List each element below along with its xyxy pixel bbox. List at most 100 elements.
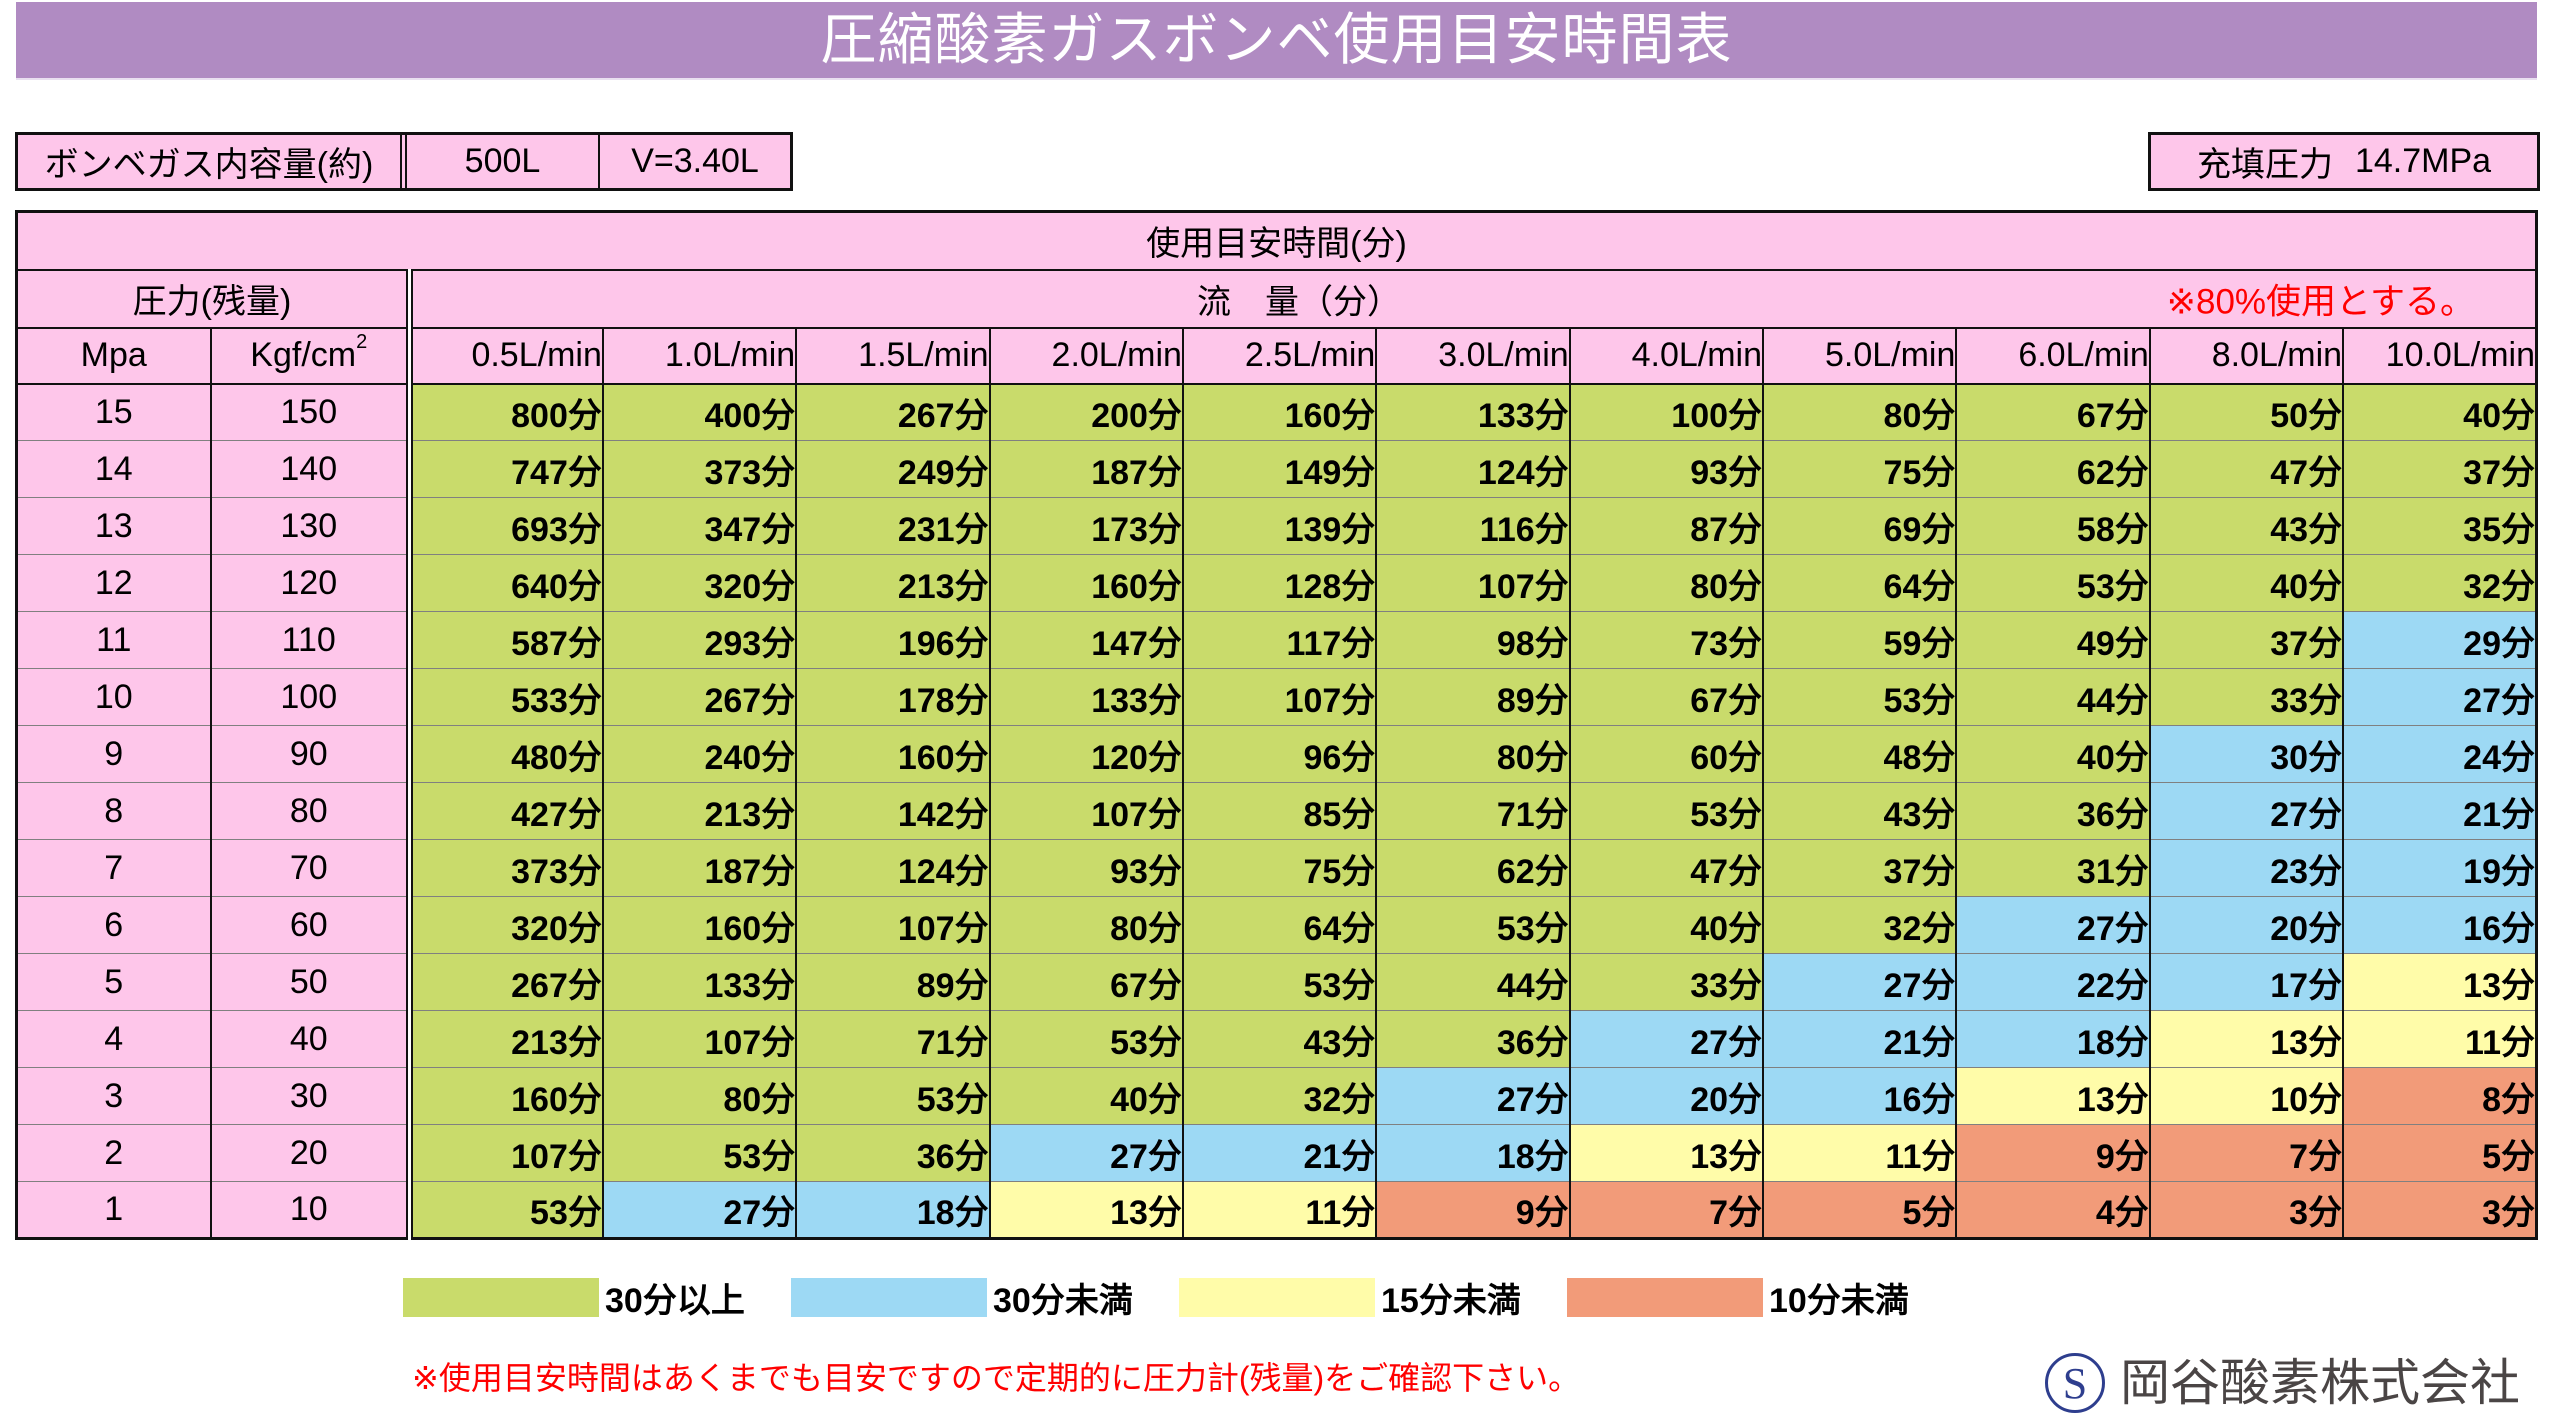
time-cell: 89分 <box>1375 668 1571 726</box>
pressure-mpa-cell: 12 <box>15 554 212 612</box>
time-cell: 160分 <box>601 896 798 954</box>
time-cell: 23分 <box>2148 839 2345 897</box>
time-cell: 640分 <box>408 554 604 612</box>
time-cell: 693分 <box>408 497 604 555</box>
time-cell: 27分 <box>988 1124 1184 1182</box>
time-cell: 33分 <box>1568 953 1765 1011</box>
legend-label: 30分以上 <box>605 1282 745 1320</box>
pressure-kgf-cell: 20 <box>209 1124 413 1182</box>
pressure-header: 圧力(残量) <box>15 268 413 329</box>
time-cell: 160分 <box>1181 383 1378 441</box>
flow-header-cell: 流 量（分） ※80%使用とする。 <box>408 268 2538 329</box>
company-logo-icon: S <box>2045 1353 2105 1413</box>
time-cell: 33分 <box>2148 668 2345 726</box>
time-cell: 19分 <box>2342 839 2538 897</box>
logo-letter: S <box>2062 1358 2088 1408</box>
time-cell: 5分 <box>1762 1181 1958 1239</box>
pressure-kgf-cell: 130 <box>209 497 413 555</box>
time-cell: 96分 <box>1181 725 1378 783</box>
pressure-mpa-cell: 4 <box>15 1010 212 1068</box>
flow-rate-header: 8.0L/min <box>2148 326 2345 385</box>
time-cell: 200分 <box>988 383 1184 441</box>
time-cell: 53分 <box>795 1067 991 1125</box>
time-cell: 27分 <box>1568 1010 1765 1068</box>
time-cell: 173分 <box>988 497 1184 555</box>
pressure-mpa-cell: 1 <box>15 1181 212 1239</box>
time-cell: 133分 <box>1375 383 1571 441</box>
table-title-row: 使用目安時間(分) <box>15 210 2538 271</box>
time-cell: 98分 <box>1375 611 1571 669</box>
time-cell: 32分 <box>2342 554 2538 612</box>
time-cell: 3分 <box>2148 1181 2345 1239</box>
time-cell: 13分 <box>1955 1067 2151 1125</box>
flow-rate-header: 1.0L/min <box>601 326 798 385</box>
pressure-kgf-cell: 80 <box>209 782 413 840</box>
time-cell: 80分 <box>1568 554 1765 612</box>
time-cell: 240分 <box>601 725 798 783</box>
time-cell: 107分 <box>795 896 991 954</box>
time-cell: 53分 <box>1955 554 2151 612</box>
flow-rate-header: 2.0L/min <box>988 326 1184 385</box>
pressure-kgf-cell: 90 <box>209 725 413 783</box>
pressure-kgf-cell: 70 <box>209 839 413 897</box>
time-cell: 36分 <box>1955 782 2151 840</box>
time-cell: 13分 <box>1568 1124 1765 1182</box>
time-cell: 800分 <box>408 383 604 441</box>
time-cell: 49分 <box>1955 611 2151 669</box>
time-cell: 27分 <box>1955 896 2151 954</box>
pressure-kgf-cell: 110 <box>209 611 413 669</box>
time-cell: 120分 <box>988 725 1184 783</box>
flow-header: 流 量（分） <box>1197 283 1401 321</box>
flow-rate-header: 1.5L/min <box>795 326 991 385</box>
time-cell: 11分 <box>1762 1124 1958 1182</box>
pressure-mpa-cell: 6 <box>15 896 212 954</box>
time-cell: 87分 <box>1568 497 1765 555</box>
time-cell: 587分 <box>408 611 604 669</box>
time-cell: 53分 <box>601 1124 798 1182</box>
time-cell: 267分 <box>795 383 991 441</box>
capacity-value: 500L <box>400 135 598 188</box>
time-cell: 249分 <box>795 440 991 498</box>
time-cell: 9分 <box>1955 1124 2151 1182</box>
pressure-kgf-cell: 30 <box>209 1067 413 1125</box>
time-cell: 213分 <box>795 554 991 612</box>
usage-80-percent-note: ※80%使用とする。 <box>2166 282 2475 321</box>
time-cell: 36分 <box>1375 1010 1571 1068</box>
flow-rate-header: 10.0L/min <box>2342 326 2538 385</box>
pressure-mpa-cell: 7 <box>15 839 212 897</box>
time-cell: 35分 <box>2342 497 2538 555</box>
time-cell: 3分 <box>2342 1181 2538 1239</box>
time-cell: 80分 <box>1762 383 1958 441</box>
pressure-kgf-cell: 40 <box>209 1010 413 1068</box>
time-cell: 133分 <box>988 668 1184 726</box>
time-cell: 107分 <box>988 782 1184 840</box>
table-row: 3 30 160分 80分 53分 40分 32分 27分 20分 16分 13… <box>15 1067 2538 1125</box>
time-cell: 37分 <box>2148 611 2345 669</box>
time-cell: 16分 <box>2342 896 2538 954</box>
legend-item: 30分未満 <box>791 1278 1179 1320</box>
legend-swatch <box>1179 1278 1375 1317</box>
time-cell: 18分 <box>795 1181 991 1239</box>
time-cell: 100分 <box>1568 383 1765 441</box>
pressure-mpa-cell: 2 <box>15 1124 212 1182</box>
time-cell: 48分 <box>1762 725 1958 783</box>
time-cell: 178分 <box>795 668 991 726</box>
pressure-kgf-cell: 50 <box>209 953 413 1011</box>
time-cell: 133分 <box>601 953 798 1011</box>
time-cell: 27分 <box>2342 668 2538 726</box>
time-cell: 58分 <box>1955 497 2151 555</box>
time-cell: 160分 <box>408 1067 604 1125</box>
time-cell: 427分 <box>408 782 604 840</box>
time-cell: 27分 <box>1375 1067 1571 1125</box>
pressure-mpa-cell: 15 <box>15 383 212 441</box>
time-cell: 196分 <box>795 611 991 669</box>
time-cell: 40分 <box>2148 554 2345 612</box>
pressure-kgf-cell: 150 <box>209 383 413 441</box>
flow-rate-header: 4.0L/min <box>1568 326 1765 385</box>
time-cell: 149分 <box>1181 440 1378 498</box>
time-cell: 30分 <box>2148 725 2345 783</box>
time-cell: 40分 <box>988 1067 1184 1125</box>
legend-label: 10分未満 <box>1769 1282 1909 1320</box>
legend-item: 15分未満 <box>1179 1278 1567 1320</box>
time-cell: 8分 <box>2342 1067 2538 1125</box>
